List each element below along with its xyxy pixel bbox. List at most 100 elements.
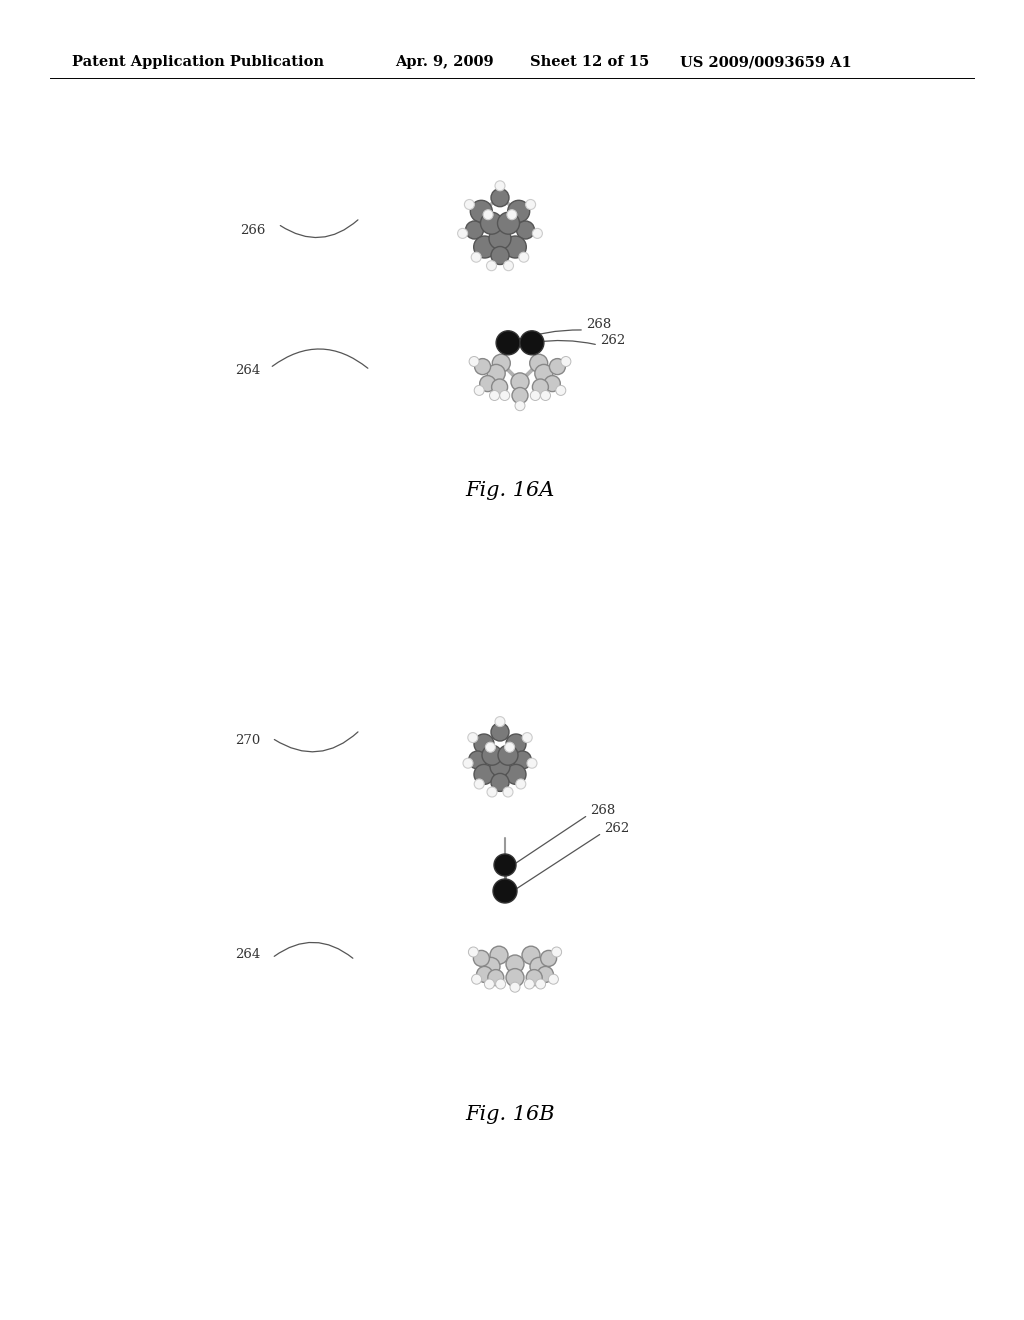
Circle shape xyxy=(474,236,496,257)
Circle shape xyxy=(486,261,497,271)
Circle shape xyxy=(490,774,509,792)
Circle shape xyxy=(471,252,481,263)
Circle shape xyxy=(503,787,513,797)
Circle shape xyxy=(489,391,500,400)
Circle shape xyxy=(508,201,529,222)
Circle shape xyxy=(476,966,493,982)
Circle shape xyxy=(474,734,494,754)
Circle shape xyxy=(515,401,525,411)
Text: 266: 266 xyxy=(240,223,265,236)
Circle shape xyxy=(466,220,483,239)
Text: 262: 262 xyxy=(600,334,626,346)
Circle shape xyxy=(474,385,484,396)
Text: Patent Application Publication: Patent Application Publication xyxy=(72,55,324,69)
Circle shape xyxy=(522,733,532,743)
Text: US 2009/0093659 A1: US 2009/0093659 A1 xyxy=(680,55,852,69)
Circle shape xyxy=(463,758,473,768)
Circle shape xyxy=(532,228,543,239)
Circle shape xyxy=(490,756,510,776)
Circle shape xyxy=(506,764,526,784)
Circle shape xyxy=(510,982,520,993)
Circle shape xyxy=(516,220,535,239)
Circle shape xyxy=(506,969,524,986)
Circle shape xyxy=(484,979,495,989)
Circle shape xyxy=(520,331,544,355)
Circle shape xyxy=(474,764,494,784)
Circle shape xyxy=(465,199,474,210)
Circle shape xyxy=(494,854,516,876)
Circle shape xyxy=(473,950,489,966)
Circle shape xyxy=(549,974,558,985)
Text: Fig. 16B: Fig. 16B xyxy=(465,1106,555,1125)
Circle shape xyxy=(479,376,496,392)
Circle shape xyxy=(532,379,549,395)
Circle shape xyxy=(490,946,508,964)
Circle shape xyxy=(468,733,478,743)
Circle shape xyxy=(507,210,517,219)
Circle shape xyxy=(524,979,535,989)
Circle shape xyxy=(545,376,560,392)
Circle shape xyxy=(458,228,468,239)
Circle shape xyxy=(550,359,565,375)
Circle shape xyxy=(490,723,509,741)
Circle shape xyxy=(480,213,503,234)
Circle shape xyxy=(490,189,509,207)
Circle shape xyxy=(512,388,528,404)
Circle shape xyxy=(487,364,505,383)
Circle shape xyxy=(511,372,529,391)
Circle shape xyxy=(530,957,548,975)
Circle shape xyxy=(552,946,561,957)
Text: 268: 268 xyxy=(586,318,611,331)
Circle shape xyxy=(498,213,519,234)
Circle shape xyxy=(530,391,541,400)
Circle shape xyxy=(504,261,513,271)
Circle shape xyxy=(495,181,505,191)
Circle shape xyxy=(519,252,528,263)
Circle shape xyxy=(496,979,506,989)
Text: Sheet 12 of 15: Sheet 12 of 15 xyxy=(530,55,649,69)
Circle shape xyxy=(469,356,479,367)
Circle shape xyxy=(526,970,542,986)
Circle shape xyxy=(489,227,511,249)
Circle shape xyxy=(487,787,497,797)
Circle shape xyxy=(506,734,526,754)
Circle shape xyxy=(496,331,520,355)
Circle shape xyxy=(536,979,546,989)
Circle shape xyxy=(516,779,525,789)
Text: 270: 270 xyxy=(234,734,260,747)
Circle shape xyxy=(482,957,500,975)
Circle shape xyxy=(487,970,504,986)
Circle shape xyxy=(535,364,553,383)
Circle shape xyxy=(529,354,548,372)
Circle shape xyxy=(493,354,510,372)
Circle shape xyxy=(468,946,478,957)
Circle shape xyxy=(492,379,508,395)
Text: Fig. 16A: Fig. 16A xyxy=(465,480,555,499)
Text: 268: 268 xyxy=(590,804,615,817)
Circle shape xyxy=(522,946,540,964)
Circle shape xyxy=(472,974,481,985)
Circle shape xyxy=(469,751,486,770)
Circle shape xyxy=(538,966,553,982)
Circle shape xyxy=(513,751,531,770)
Circle shape xyxy=(482,746,502,766)
Circle shape xyxy=(541,950,557,966)
Text: Apr. 9, 2009: Apr. 9, 2009 xyxy=(395,55,494,69)
Circle shape xyxy=(556,385,566,396)
Circle shape xyxy=(474,779,484,789)
Circle shape xyxy=(505,742,515,752)
Circle shape xyxy=(506,954,524,973)
Circle shape xyxy=(495,717,505,726)
Circle shape xyxy=(504,236,526,257)
Circle shape xyxy=(527,758,537,768)
Circle shape xyxy=(541,391,551,400)
Circle shape xyxy=(470,201,493,222)
Circle shape xyxy=(498,746,518,766)
Circle shape xyxy=(493,879,517,903)
Circle shape xyxy=(483,210,494,219)
Circle shape xyxy=(490,247,509,264)
Text: 264: 264 xyxy=(234,949,260,961)
Circle shape xyxy=(485,742,496,752)
Circle shape xyxy=(561,356,571,367)
Text: 262: 262 xyxy=(604,821,630,834)
